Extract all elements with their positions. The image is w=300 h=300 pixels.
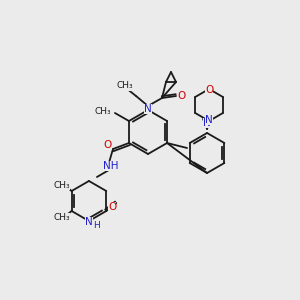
Text: N: N xyxy=(85,217,93,227)
Text: NH: NH xyxy=(103,161,119,171)
Text: N: N xyxy=(203,118,211,128)
Text: N: N xyxy=(205,115,213,125)
Text: CH₃: CH₃ xyxy=(53,181,70,190)
Text: O: O xyxy=(178,91,186,101)
Text: CH₃: CH₃ xyxy=(94,106,111,116)
Text: CH₃: CH₃ xyxy=(117,82,133,91)
Text: CH₃: CH₃ xyxy=(53,212,70,221)
Text: N: N xyxy=(144,104,152,114)
Text: O: O xyxy=(108,202,116,212)
Text: O: O xyxy=(205,85,213,95)
Text: O: O xyxy=(104,140,112,150)
Text: H: H xyxy=(94,220,100,230)
